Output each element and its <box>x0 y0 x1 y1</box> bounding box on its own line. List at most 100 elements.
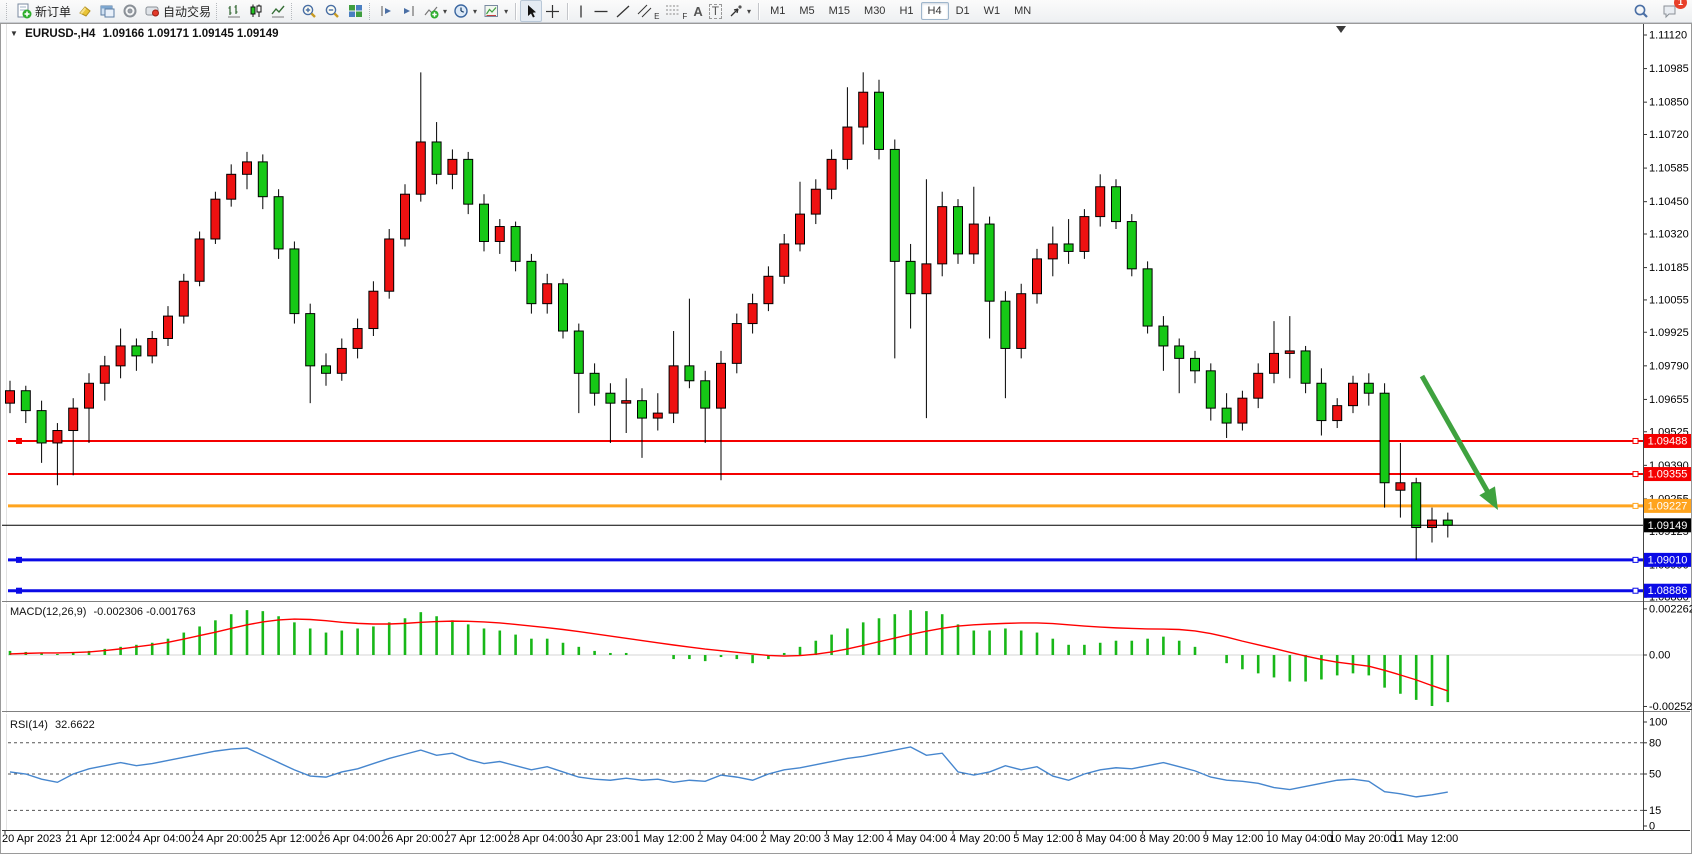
time-axis-label: 26 Apr 04:00 <box>318 833 380 845</box>
candle-body <box>921 263 932 295</box>
annotation-arrow[interactable] <box>1419 374 1494 500</box>
arrows-tool-button[interactable]: ▾ <box>725 1 754 21</box>
chart-shift-button[interactable] <box>398 1 420 21</box>
market-watch-button[interactable] <box>96 1 119 21</box>
candle-body <box>1142 268 1153 327</box>
vertical-line-tool-button[interactable] <box>572 1 590 21</box>
candle-body <box>494 226 505 242</box>
horizontal-line-icon <box>594 10 608 12</box>
price-badge-label: 1.09010 <box>1648 554 1688 566</box>
bar-chart-button[interactable] <box>223 1 245 21</box>
crosshair-tool-button[interactable] <box>542 1 563 21</box>
time-axis-label: 4 May 04:00 <box>887 833 948 845</box>
tf-button-m30[interactable]: M30 <box>864 5 886 17</box>
chart-shift-icon <box>404 6 414 16</box>
price-badge-label: 1.09488 <box>1648 435 1688 447</box>
time-axis-label: 24 Apr 04:00 <box>128 833 190 845</box>
candle-body <box>589 372 600 394</box>
notification-count-badge: 1 <box>1674 0 1687 9</box>
candle-body <box>1253 372 1264 399</box>
fibonacci-tool-button[interactable]: F <box>662 1 690 21</box>
candle-body <box>573 330 584 374</box>
tile-windows-button[interactable] <box>344 1 367 21</box>
rsi-axis-label: 15 <box>1649 805 1661 817</box>
notifications-button[interactable]: 1 <box>1659 0 1687 21</box>
cursor-tool-button[interactable] <box>520 0 543 22</box>
auto-trading-label: 自动交易 <box>163 4 212 19</box>
channel-sub-label: E <box>654 12 660 21</box>
auto-scroll-icon <box>381 6 392 16</box>
line-chart-button[interactable] <box>267 1 289 21</box>
collapse-triangle-icon[interactable]: ▼ <box>10 29 18 38</box>
macd-signal-line <box>9 618 1449 692</box>
deposit-button[interactable] <box>74 1 96 21</box>
candle-body <box>305 313 316 367</box>
templates-icon <box>484 5 499 17</box>
price-badge <box>1644 583 1691 598</box>
candle-body <box>1332 405 1343 422</box>
text-tool-button[interactable]: A <box>690 1 705 21</box>
macd-values: -0.002306 -0.001763 <box>93 606 196 618</box>
price-axis-label: 1.10850 <box>1649 97 1689 109</box>
candle-body <box>1300 350 1311 384</box>
candle-body <box>163 315 173 339</box>
auto-trading-button[interactable]: 自动交易 <box>141 1 214 21</box>
candle-body <box>1395 482 1406 491</box>
signals-button[interactable] <box>119 1 141 21</box>
line-handle <box>16 437 22 444</box>
tf-button-m1[interactable]: M1 <box>770 5 786 17</box>
candle-body <box>368 290 379 330</box>
horizontal-line-tool-button[interactable] <box>590 1 612 21</box>
period-button[interactable]: ▾ <box>450 1 480 21</box>
indicators-button[interactable]: ▾ <box>420 1 450 21</box>
candle-body <box>52 430 63 444</box>
candle-body <box>1079 216 1090 252</box>
toolbar-grip <box>6 2 11 20</box>
zoom-out-button[interactable] <box>321 1 344 21</box>
candle-body <box>1442 519 1453 526</box>
candle-body <box>1111 186 1121 223</box>
chevron-down-icon: ▾ <box>747 6 752 16</box>
zoom-in-button[interactable] <box>298 1 321 21</box>
templates-button[interactable]: ▾ <box>480 1 511 21</box>
text-label-icon: T <box>708 3 723 19</box>
macd-name: MACD(12,26,9) <box>10 606 87 618</box>
candle-body <box>147 337 158 357</box>
tf-button-m15[interactable]: M15 <box>828 5 851 17</box>
time-axis-label: 11 May 12:00 <box>1392 833 1458 845</box>
tile-windows-icon <box>349 5 363 17</box>
tf-button-h4[interactable]: H4 <box>920 2 949 20</box>
candle-body <box>763 275 774 305</box>
candle-body <box>242 161 252 175</box>
candle-body <box>810 188 821 215</box>
candle-body <box>321 365 331 374</box>
candle-body <box>1221 407 1232 424</box>
rsi-axis-label: 0 <box>1649 821 1655 833</box>
text-label-tool-button[interactable]: T <box>706 1 725 21</box>
candle-body <box>336 347 347 374</box>
toolbar-grip <box>216 2 221 20</box>
candlestick-chart-button[interactable] <box>245 1 267 21</box>
equidistant-channel-icon <box>637 4 652 18</box>
time-axis-label: 4 May 20:00 <box>950 833 1011 845</box>
tf-button-d1[interactable]: D1 <box>955 5 970 17</box>
tf-button-mn[interactable]: MN <box>1014 5 1032 17</box>
tf-button-h1[interactable]: H1 <box>899 5 914 17</box>
candle-body <box>1032 258 1042 295</box>
channel-tool-button[interactable]: E <box>634 1 662 21</box>
auto-scroll-button[interactable] <box>376 1 398 21</box>
tf-button-w1[interactable]: W1 <box>983 5 1001 17</box>
candle-body <box>605 392 616 404</box>
trendline-tool-button[interactable] <box>612 1 634 21</box>
rsi-line <box>9 746 1448 798</box>
candle-body <box>1411 482 1422 529</box>
line-handle <box>1632 471 1639 478</box>
new-order-button[interactable]: 新订单 <box>13 1 74 21</box>
text-tool-icon: A <box>693 3 703 19</box>
time-axis-label: 10 May 20:00 <box>1329 833 1396 845</box>
price-axis-label: 1.10720 <box>1649 129 1689 141</box>
tf-button-m5[interactable]: M5 <box>799 5 815 17</box>
search-button[interactable] <box>1630 1 1653 21</box>
candle-body <box>621 400 632 404</box>
